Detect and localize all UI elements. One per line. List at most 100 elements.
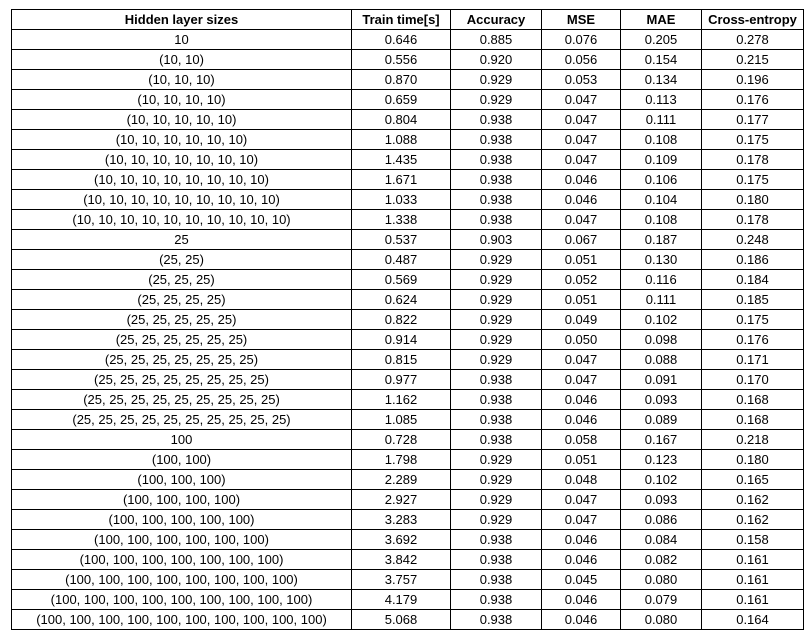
cross-entropy-cell: 0.196 [701, 69, 804, 90]
train-time-cell: 0.646 [351, 29, 451, 50]
cross-entropy-cell: 0.162 [701, 489, 804, 510]
results-table: Hidden layer sizes Train time[s] Accurac… [11, 9, 804, 630]
table-row: (10, 10, 10, 10, 10, 10) 1.088 0.938 0.047 0… [11, 129, 804, 150]
accuracy-cell: 0.938 [450, 569, 542, 590]
mae-cell: 0.111 [620, 289, 702, 310]
cross-entropy-cell: 0.177 [701, 109, 804, 130]
train-time-cell: 1.338 [351, 209, 451, 230]
hidden-layer-sizes-cell: (25, 25, 25, 25) [11, 289, 352, 310]
hidden-layer-sizes-cell: (10, 10, 10, 10, 10, 10, 10, 10, 10) [11, 189, 352, 210]
mse-cell: 0.046 [541, 549, 621, 570]
mse-cell: 0.046 [541, 589, 621, 610]
hidden-layer-sizes-cell: (100, 100, 100, 100, 100, 100, 100) [11, 549, 352, 570]
train-time-cell: 1.085 [351, 409, 451, 430]
hidden-layer-sizes-cell: (25, 25, 25, 25, 25, 25, 25, 25, 25) [11, 389, 352, 410]
mae-cell: 0.205 [620, 29, 702, 50]
accuracy-cell: 0.938 [450, 369, 542, 390]
table-row: (25, 25) 0.487 0.929 0.051 0.130 0.186 [11, 249, 804, 270]
mse-cell: 0.049 [541, 309, 621, 330]
mae-cell: 0.098 [620, 329, 702, 350]
mae-cell: 0.102 [620, 309, 702, 330]
train-time-cell: 3.692 [351, 529, 451, 550]
mae-cell: 0.187 [620, 229, 702, 250]
table-row: (100, 100, 100, 100, 100, 100, 100, 100,… [11, 609, 804, 630]
mae-cell: 0.079 [620, 589, 702, 610]
cross-entropy-cell: 0.158 [701, 529, 804, 550]
accuracy-cell: 0.929 [450, 449, 542, 470]
table-row: (10, 10) 0.556 0.920 0.056 0.154 0.215 [11, 49, 804, 70]
accuracy-cell: 0.938 [450, 189, 542, 210]
accuracy-cell: 0.929 [450, 89, 542, 110]
hidden-layer-sizes-cell: (100, 100, 100, 100, 100) [11, 509, 352, 530]
hidden-layer-sizes-cell: (10, 10) [11, 49, 352, 70]
hidden-layer-sizes-cell: (25, 25) [11, 249, 352, 270]
train-time-cell: 0.870 [351, 69, 451, 90]
table-row: (100, 100) 1.798 0.929 0.051 0.123 0.180 [11, 449, 804, 470]
table-row: (10, 10, 10, 10) 0.659 0.929 0.047 0.113 0.17… [11, 89, 804, 110]
mse-cell: 0.047 [541, 209, 621, 230]
cross-entropy-cell: 0.161 [701, 549, 804, 570]
table-header: Hidden layer sizes Train time[s] Accurac… [11, 9, 804, 30]
table-row: (25, 25, 25, 25) 0.624 0.929 0.051 0.111 0.18… [11, 289, 804, 310]
hidden-layer-sizes-cell: (10, 10, 10, 10, 10, 10, 10, 10) [11, 169, 352, 190]
table-row: (10, 10, 10, 10, 10, 10, 10, 10, 10) 1.03… [11, 189, 804, 210]
cross-entropy-cell: 0.180 [701, 189, 804, 210]
mse-cell: 0.047 [541, 349, 621, 370]
hidden-layer-sizes-cell: (25, 25, 25, 25, 25, 25, 25, 25, 25, 25) [11, 409, 352, 430]
accuracy-cell: 0.938 [450, 529, 542, 550]
train-time-cell: 0.822 [351, 309, 451, 330]
accuracy-cell: 0.938 [450, 149, 542, 170]
train-time-cell: 0.728 [351, 429, 451, 450]
train-time-cell: 1.798 [351, 449, 451, 470]
mse-cell: 0.048 [541, 469, 621, 490]
table-row: 100 0.728 0.938 0.058 0.167 0.218 [11, 429, 804, 450]
cross-entropy-cell: 0.180 [701, 449, 804, 470]
mse-cell: 0.058 [541, 429, 621, 450]
header-accuracy: Accuracy [450, 9, 542, 30]
mse-cell: 0.051 [541, 449, 621, 470]
cross-entropy-cell: 0.186 [701, 249, 804, 270]
mse-cell: 0.046 [541, 389, 621, 410]
accuracy-cell: 0.938 [450, 209, 542, 230]
mae-cell: 0.082 [620, 549, 702, 570]
cross-entropy-cell: 0.175 [701, 129, 804, 150]
train-time-cell: 0.977 [351, 369, 451, 390]
mae-cell: 0.106 [620, 169, 702, 190]
cross-entropy-cell: 0.184 [701, 269, 804, 290]
hidden-layer-sizes-cell: 100 [11, 429, 352, 450]
mse-cell: 0.047 [541, 369, 621, 390]
mse-cell: 0.047 [541, 129, 621, 150]
train-time-cell: 0.537 [351, 229, 451, 250]
mae-cell: 0.130 [620, 249, 702, 270]
table-row: (25, 25, 25, 25, 25, 25, 25, 25, 25) 1.16… [11, 389, 804, 410]
accuracy-cell: 0.929 [450, 249, 542, 270]
mae-cell: 0.113 [620, 89, 702, 110]
mse-cell: 0.053 [541, 69, 621, 90]
table-row: (100, 100, 100, 100, 100, 100, 100, 100)… [11, 569, 804, 590]
cross-entropy-cell: 0.176 [701, 89, 804, 110]
mse-cell: 0.056 [541, 49, 621, 70]
hidden-layer-sizes-cell: (100, 100, 100, 100) [11, 489, 352, 510]
mse-cell: 0.047 [541, 509, 621, 530]
hidden-layer-sizes-cell: (100, 100, 100, 100, 100, 100, 100, 100,… [11, 609, 352, 630]
header-train-time: Train time[s] [351, 9, 451, 30]
mse-cell: 0.047 [541, 109, 621, 130]
table-row: 10 0.646 0.885 0.076 0.205 0.278 [11, 29, 804, 50]
accuracy-cell: 0.938 [450, 429, 542, 450]
cross-entropy-cell: 0.170 [701, 369, 804, 390]
cross-entropy-cell: 0.185 [701, 289, 804, 310]
hidden-layer-sizes-cell: (25, 25, 25, 25, 25, 25, 25, 25) [11, 369, 352, 390]
train-time-cell: 1.088 [351, 129, 451, 150]
accuracy-cell: 0.938 [450, 409, 542, 430]
cross-entropy-cell: 0.162 [701, 509, 804, 530]
mae-cell: 0.091 [620, 369, 702, 390]
train-time-cell: 1.162 [351, 389, 451, 410]
header-mae: MAE [620, 9, 702, 30]
table-row: (100, 100, 100) 2.289 0.929 0.048 0.102 0.165 [11, 469, 804, 490]
mse-cell: 0.051 [541, 289, 621, 310]
train-time-cell: 3.757 [351, 569, 451, 590]
cross-entropy-cell: 0.176 [701, 329, 804, 350]
mse-cell: 0.046 [541, 409, 621, 430]
mse-cell: 0.076 [541, 29, 621, 50]
mae-cell: 0.123 [620, 449, 702, 470]
